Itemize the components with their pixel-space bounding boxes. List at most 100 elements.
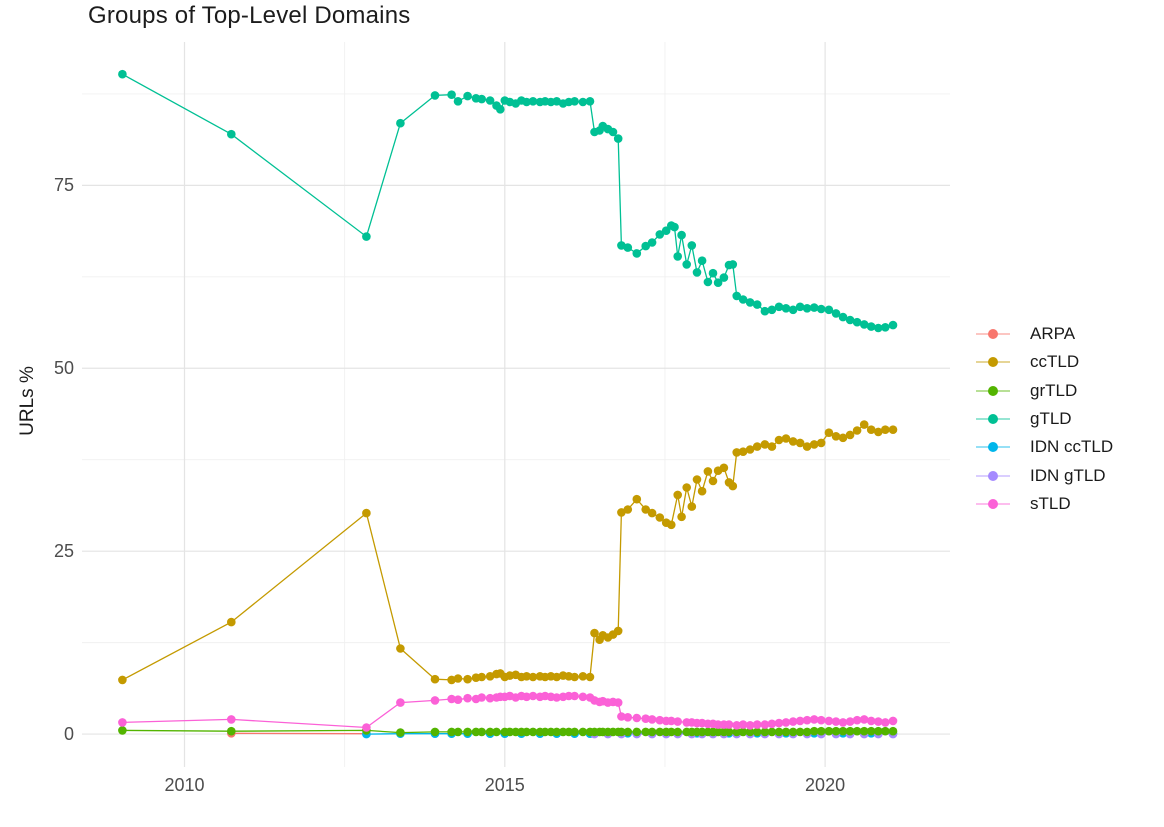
- legend-item-label: ccTLD: [1030, 352, 1080, 372]
- data-point: [670, 222, 679, 232]
- data-point: [485, 693, 495, 703]
- data-point: [881, 726, 890, 736]
- data-point: [613, 134, 623, 143]
- data-point: [522, 97, 531, 107]
- data-point: [453, 727, 463, 737]
- data-point: [852, 726, 862, 736]
- data-point: [667, 520, 676, 530]
- data-point: [859, 715, 869, 724]
- data-point: [463, 674, 472, 684]
- data-point: [866, 425, 876, 435]
- data-point: [738, 447, 748, 457]
- data-point: [362, 723, 371, 732]
- data-point: [447, 90, 456, 99]
- data-point: [227, 617, 236, 627]
- data-point: [522, 692, 531, 702]
- data-point: [831, 717, 841, 726]
- data-point: [809, 715, 819, 724]
- data-point: [816, 438, 826, 448]
- data-point: [227, 715, 236, 724]
- data-point: [528, 672, 538, 682]
- data-point: [788, 727, 798, 737]
- data-point: [831, 309, 841, 318]
- data-point: [788, 437, 798, 446]
- data-point: [719, 463, 729, 473]
- data-point: [760, 720, 770, 729]
- data-point: [697, 486, 707, 496]
- data-point: [430, 674, 440, 684]
- data-point: [118, 675, 127, 685]
- data-point: [617, 508, 626, 517]
- data-point: [802, 442, 812, 451]
- data-point: [430, 727, 440, 737]
- data-point: [641, 241, 650, 251]
- data-point: [485, 96, 495, 105]
- data-point: [888, 425, 898, 435]
- legend-key-icon: [976, 498, 1010, 509]
- data-point: [447, 727, 456, 737]
- data-point: [687, 241, 697, 250]
- data-point: [809, 440, 819, 449]
- data-point: [781, 434, 791, 443]
- data-point: [752, 300, 762, 309]
- data-point: [838, 312, 848, 322]
- data-point: [845, 726, 855, 736]
- data-point: [788, 305, 798, 315]
- data-point: [874, 323, 883, 333]
- data-point: [673, 727, 682, 737]
- data-point: [866, 726, 876, 736]
- data-point: [647, 238, 657, 247]
- data-point: [641, 727, 650, 737]
- data-point: [708, 476, 718, 486]
- data-point: [816, 304, 826, 314]
- data-point: [732, 448, 741, 457]
- data-point: [227, 129, 236, 139]
- data-point: [617, 727, 626, 737]
- data-point: [838, 726, 848, 736]
- data-point: [477, 727, 487, 737]
- data-point: [816, 715, 826, 725]
- data-point: [874, 427, 883, 437]
- data-point: [632, 494, 642, 504]
- data-point: [795, 438, 805, 448]
- legend-key-icon: [976, 414, 1010, 425]
- y-tick-label: 25: [53, 541, 74, 562]
- data-point: [623, 243, 633, 252]
- data-point: [682, 260, 691, 269]
- data-point: [477, 672, 487, 682]
- data-point: [528, 691, 538, 701]
- data-point: [752, 720, 762, 729]
- data-point: [667, 727, 676, 737]
- data-point: [673, 490, 682, 500]
- data-point: [522, 727, 531, 737]
- data-point: [738, 727, 748, 737]
- data-point: [802, 727, 812, 737]
- data-point: [745, 298, 755, 307]
- legend-item-grTLD: grTLD: [975, 377, 1113, 405]
- data-point: [816, 726, 826, 736]
- data-point: [118, 726, 127, 735]
- data-point: [590, 628, 599, 638]
- data-point: [585, 672, 595, 682]
- data-point: [463, 727, 472, 737]
- legend-item-ccTLD: ccTLD: [975, 348, 1113, 376]
- data-point: [118, 718, 127, 727]
- data-point: [608, 127, 618, 137]
- data-point: [852, 317, 862, 327]
- data-point: [745, 445, 755, 454]
- data-point: [677, 512, 686, 522]
- data-point: [824, 716, 834, 726]
- data-point: [362, 232, 371, 241]
- data-point: [430, 91, 440, 100]
- data-point: [774, 302, 784, 312]
- data-point: [570, 672, 579, 682]
- data-point: [752, 442, 762, 451]
- legend-key-icon: [976, 385, 1010, 396]
- data-point: [552, 672, 561, 682]
- data-point: [774, 727, 784, 737]
- data-point: [874, 726, 883, 736]
- data-point: [852, 715, 862, 725]
- y-tick-label: 75: [53, 175, 74, 196]
- data-point: [738, 720, 748, 729]
